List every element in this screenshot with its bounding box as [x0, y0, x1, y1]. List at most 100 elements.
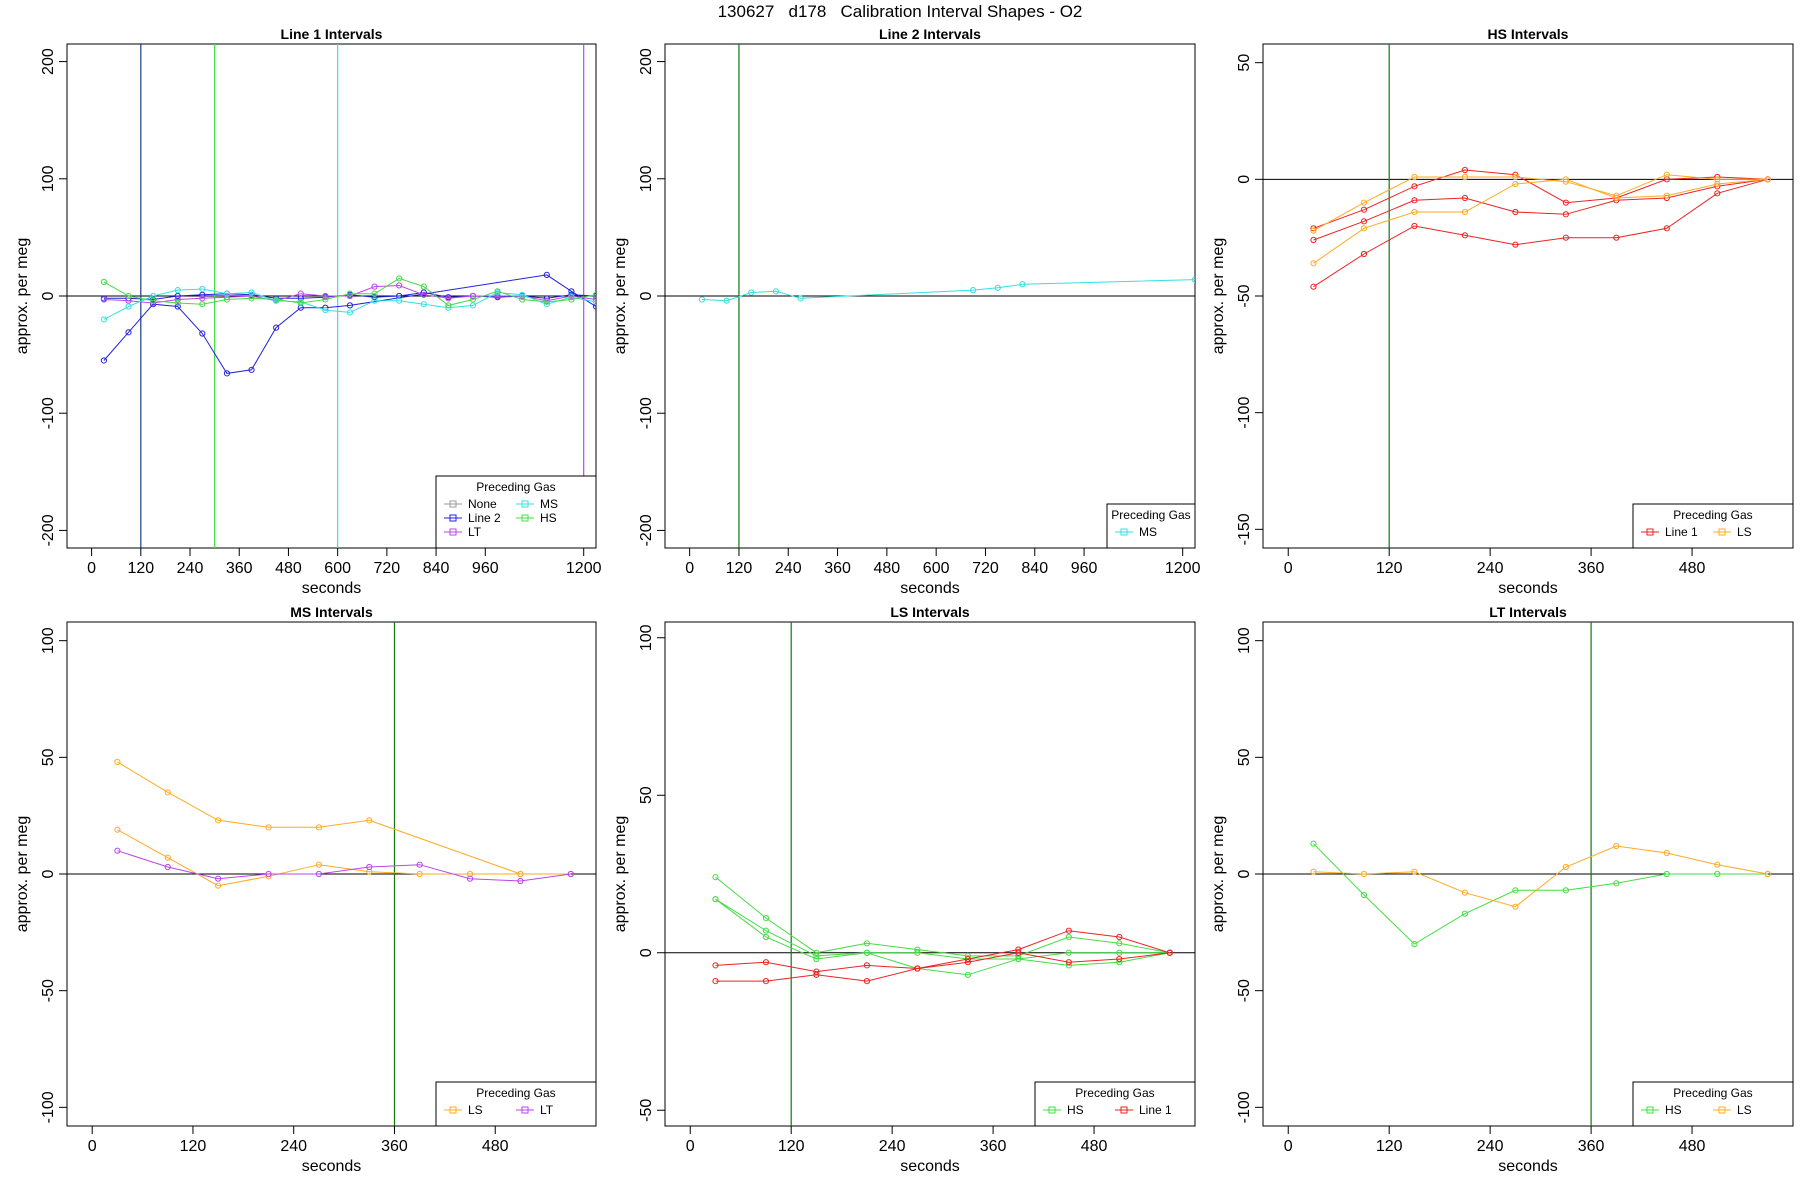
- x-tick-label: 480: [1081, 1138, 1108, 1155]
- data-point: [1613, 880, 1620, 887]
- chart-panel-2: Line 2 Intervals 0 120 240 360 480 600 720 840 96…: [612, 26, 1201, 597]
- data-point: [416, 870, 423, 878]
- x-tick-label: 480: [874, 560, 901, 577]
- x-tick-label: 120: [1376, 560, 1403, 577]
- data-point: [366, 868, 373, 875]
- data-point: [174, 292, 181, 300]
- data-point: [543, 298, 550, 305]
- data-point: [322, 296, 329, 303]
- data-point: [346, 302, 354, 309]
- data-point: [1015, 949, 1022, 956]
- data-point: [371, 283, 378, 290]
- x-tick-label: 0: [686, 1138, 695, 1155]
- plot-area: [67, 622, 596, 1126]
- data-point: [248, 366, 255, 373]
- data-point: [1065, 927, 1072, 934]
- data-point: [964, 959, 971, 966]
- y-tick-label: -50: [1236, 979, 1253, 1002]
- series-line: [117, 829, 571, 887]
- data-point: [1461, 889, 1469, 896]
- data-point: [1562, 199, 1569, 206]
- x-axis-title: seconds: [900, 580, 960, 597]
- data-point: [863, 940, 871, 947]
- data-point: [445, 302, 452, 309]
- x-tick-label: 960: [1071, 560, 1098, 577]
- data-point: [248, 295, 255, 302]
- data-point: [199, 285, 206, 293]
- data-point: [1613, 192, 1620, 199]
- data-point: [914, 965, 921, 972]
- series-line: [701, 279, 1195, 302]
- data-point: [1310, 236, 1317, 244]
- y-tick-label: 50: [40, 748, 57, 766]
- legend-swatch-marker: [521, 500, 529, 508]
- legend: Preceding Gas Line 1 LS: [1632, 503, 1794, 549]
- data-point: [762, 959, 770, 966]
- chart-panel-4: MS Intervals 0 120 240 360 480 -100 -50 0 50 100 se…: [14, 604, 597, 1175]
- data-point: [1411, 208, 1418, 216]
- data-point: [698, 296, 706, 303]
- data-point: [1065, 959, 1072, 966]
- data-point: [914, 949, 921, 956]
- data-point: [1116, 933, 1123, 941]
- plot-area: [665, 622, 1195, 1126]
- data-point: [223, 296, 231, 303]
- data-point: [1360, 891, 1368, 899]
- data-point: [863, 978, 871, 985]
- series-line: [715, 898, 1170, 976]
- data-point: [125, 292, 132, 300]
- data-point: [1116, 949, 1123, 956]
- data-point: [762, 978, 770, 985]
- legend-entry-label: LT: [468, 525, 482, 539]
- series-line: [103, 277, 596, 306]
- data-point: [1461, 232, 1469, 239]
- data-point: [346, 290, 354, 297]
- data-point: [322, 306, 329, 314]
- data-point: [1512, 208, 1519, 216]
- data-point: [797, 295, 804, 302]
- x-tick-label: 840: [1021, 560, 1048, 577]
- y-tick-label: 200: [638, 48, 655, 75]
- data-point: [712, 978, 719, 985]
- legend-swatch-marker: [1120, 528, 1128, 536]
- series-line: [1313, 169, 1768, 229]
- chart-panel-6: LT Intervals 0 120 240 360 480 -100 -50 0 50 100 se…: [1210, 604, 1794, 1175]
- x-tick-label: 120: [726, 560, 753, 577]
- x-tick-label: 360: [1578, 1138, 1605, 1155]
- data-point: [315, 824, 323, 831]
- data-point: [273, 324, 280, 331]
- x-axis-title: seconds: [900, 1158, 960, 1175]
- y-tick-label: -200: [40, 514, 57, 546]
- panel-title: Line 1 Intervals: [281, 26, 383, 42]
- y-tick-label: -150: [1236, 513, 1253, 545]
- data-point: [1663, 176, 1670, 183]
- x-tick-label: 120: [127, 560, 154, 577]
- data-point: [1360, 206, 1368, 213]
- legend-box: [435, 1081, 597, 1127]
- data-point: [1461, 166, 1469, 174]
- legend-title: Preceding Gas: [476, 1086, 555, 1100]
- data-point: [265, 870, 272, 878]
- x-tick-label: 960: [472, 560, 499, 577]
- data-point: [466, 875, 474, 882]
- series-line: [117, 850, 571, 882]
- legend-swatch-marker: [449, 500, 457, 508]
- data-point: [592, 298, 596, 305]
- data-point: [174, 303, 181, 310]
- series-line: [1313, 845, 1768, 908]
- data-point: [265, 824, 272, 831]
- legend-swatch-marker: [1120, 1106, 1128, 1114]
- x-tick-label: 120: [180, 1138, 207, 1155]
- y-tick-label: 0: [638, 291, 655, 300]
- y-tick-label: -100: [1236, 1091, 1253, 1123]
- data-point: [466, 870, 474, 878]
- data-point: [1764, 870, 1771, 878]
- series-line: [715, 930, 1170, 973]
- data-point: [164, 863, 171, 871]
- series-line: [1313, 843, 1768, 945]
- data-point: [1411, 868, 1418, 875]
- panel-title: MS Intervals: [290, 604, 373, 620]
- legend-entry-label: Line 1: [1665, 525, 1698, 539]
- data-point: [1065, 933, 1072, 941]
- panel-title: LS Intervals: [890, 604, 970, 620]
